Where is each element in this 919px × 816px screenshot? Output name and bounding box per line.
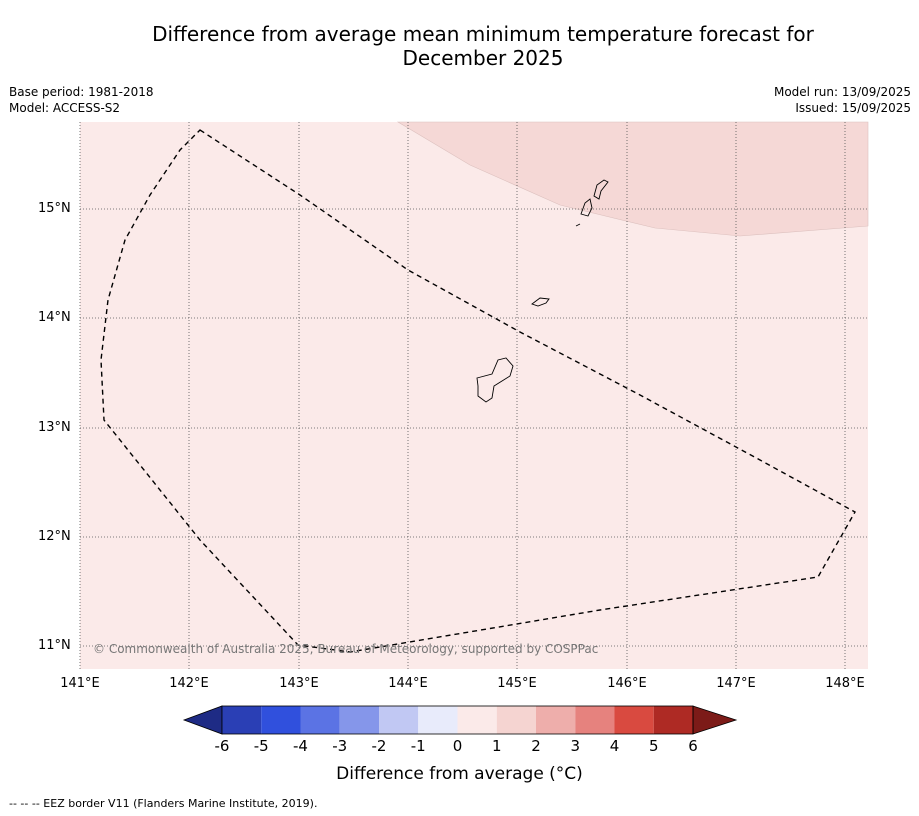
- colorbar-tick-label: -6: [214, 737, 230, 755]
- lat-label-14n: 14°N: [38, 310, 71, 325]
- eez-legend-footnote: -- -- -- EEZ border V11 (Flanders Marine…: [9, 797, 318, 810]
- colorbar-bin: [339, 706, 379, 734]
- model-run: Model run: 13/09/2025: [773, 85, 911, 99]
- title-line-2: December 2025: [402, 46, 564, 70]
- meta-left: Base period: 1981-2018 Model: ACCESS-S2: [9, 84, 154, 116]
- gridlines: [79, 122, 868, 669]
- colorbar-tick-label: -3: [332, 737, 348, 755]
- colorbar-tick-label: -1: [410, 737, 426, 755]
- title-line-1: Difference from average mean minimum tem…: [152, 22, 814, 46]
- colorbar-tick-label: 2: [531, 737, 541, 755]
- colorbar-title: Difference from average (°C): [336, 764, 583, 784]
- island-guam: [476, 357, 514, 403]
- colorbar: [182, 705, 738, 735]
- colorbar-tick-label: -4: [293, 737, 308, 755]
- island-aguijan: [575, 223, 581, 227]
- warm-anomaly-region: [396, 121, 869, 237]
- lat-label-11n: 11°N: [38, 638, 71, 653]
- colorbar-tick-label: -5: [253, 737, 269, 755]
- lat-label-13n: 13°N: [38, 420, 71, 435]
- lon-label-146e: 146°E: [607, 676, 647, 691]
- copyright-notice: © Commonwealth of Australia 2025, Bureau…: [93, 642, 599, 656]
- colorbar-bin: [418, 706, 458, 734]
- lon-label-143e: 143°E: [279, 676, 319, 691]
- colorbar-extend-high: [692, 705, 738, 735]
- colorbar-bin: [536, 706, 576, 734]
- colorbar-bin: [496, 706, 536, 734]
- island-saipan: [593, 179, 609, 200]
- colorbar-frame: [221, 705, 694, 735]
- map-title: Difference from average mean minimum tem…: [0, 22, 919, 70]
- colorbar-extend-low: [182, 705, 223, 735]
- colorbar-bin: [300, 706, 340, 734]
- island-tinian: [580, 198, 593, 217]
- colorbar-tick-label: 1: [491, 737, 502, 755]
- colorbar-tick-label: -2: [371, 737, 387, 755]
- lon-label-148e: 148°E: [825, 676, 865, 691]
- base-period: Base period: 1981-2018: [9, 85, 154, 99]
- lat-label-12n: 12°N: [38, 529, 71, 544]
- colorbar-tick-label: 4: [609, 737, 620, 755]
- colorbar-tick-label: 5: [648, 737, 659, 755]
- colorbar-bin: [379, 706, 419, 734]
- colorbar-bin: [261, 706, 301, 734]
- colorbar-tick-label: 0: [452, 737, 463, 755]
- colorbar-bin: [653, 706, 693, 734]
- colorbar-bin: [457, 706, 497, 734]
- colorbar-tick-label: 3: [570, 737, 581, 755]
- lon-label-142e: 142°E: [169, 676, 209, 691]
- lat-label-15n: 15°N: [38, 201, 71, 216]
- eez-border: [100, 129, 856, 653]
- lon-label-141e: 141°E: [60, 676, 100, 691]
- colorbar-bin: [222, 706, 262, 734]
- lon-label-145e: 145°E: [497, 676, 537, 691]
- issued-date: Issued: 15/09/2025: [795, 101, 911, 115]
- model-name: Model: ACCESS-S2: [9, 101, 121, 115]
- colorbar-bin: [575, 706, 615, 734]
- colorbar-tick-label: 6: [688, 737, 698, 755]
- lon-label-147e: 147°E: [716, 676, 756, 691]
- island-rota: [531, 297, 550, 307]
- colorbar-bin: [614, 706, 654, 734]
- lon-label-144e: 144°E: [388, 676, 428, 691]
- meta-right: Model run: 13/09/2025 Issued: 15/09/2025: [774, 84, 911, 116]
